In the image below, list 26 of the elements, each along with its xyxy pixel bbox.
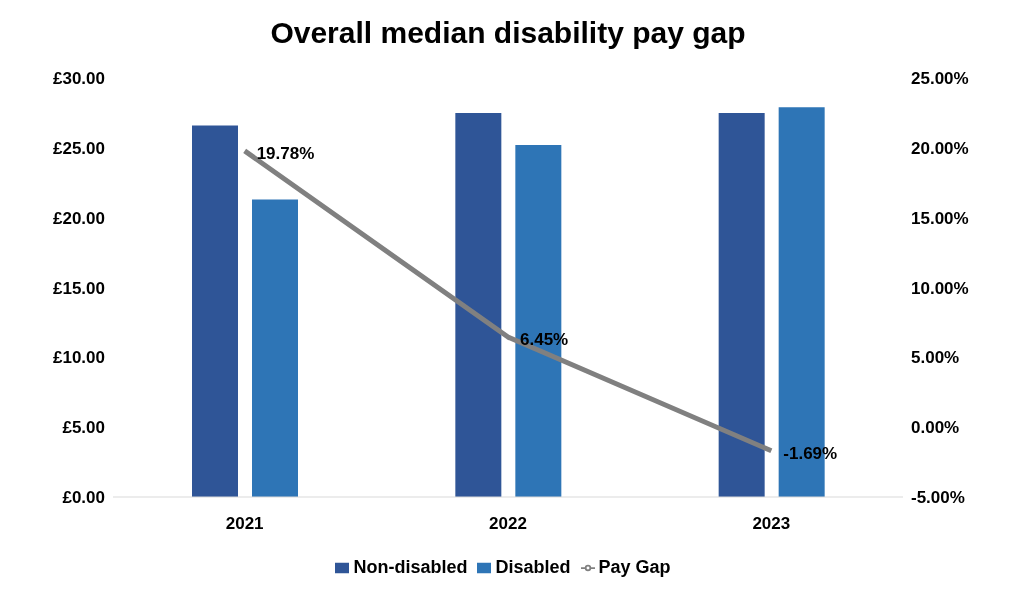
- y2-tick-label: 0.00%: [911, 418, 960, 438]
- y-tick-label: £25.00: [53, 138, 105, 158]
- y-tick-label: £10.00: [53, 348, 105, 368]
- chart-title: Overall median disability pay gap: [269, 15, 747, 51]
- legend-label: Non-disabled: [353, 557, 468, 577]
- y-tick-label: £30.00: [53, 69, 105, 89]
- y2-tick-label: 10.00%: [911, 278, 969, 298]
- bar: [455, 112, 502, 497]
- bar: [252, 199, 298, 497]
- y2-tick-label: -5.00%: [911, 488, 965, 508]
- data-label: 19.78%: [256, 143, 315, 163]
- bar: [192, 125, 238, 497]
- y-tick-label: £15.00: [53, 278, 105, 298]
- y2-tick-label: 20.00%: [911, 138, 969, 158]
- legend-label: Pay Gap: [598, 557, 671, 577]
- x-tick-label: 2022: [489, 514, 527, 534]
- y2-tick-label: 15.00%: [911, 208, 969, 228]
- y-tick-label: £5.00: [62, 418, 105, 438]
- y-tick-label: £0.00: [62, 488, 105, 508]
- x-tick-label: 2023: [752, 514, 791, 534]
- x-tick-label: 2021: [225, 514, 264, 534]
- legend-label: Disabled: [495, 557, 571, 577]
- y2-tick-label: 5.00%: [911, 348, 960, 368]
- bar: [718, 112, 765, 497]
- y-tick-label: £20.00: [53, 208, 105, 228]
- y2-tick-label: 25.00%: [911, 69, 969, 89]
